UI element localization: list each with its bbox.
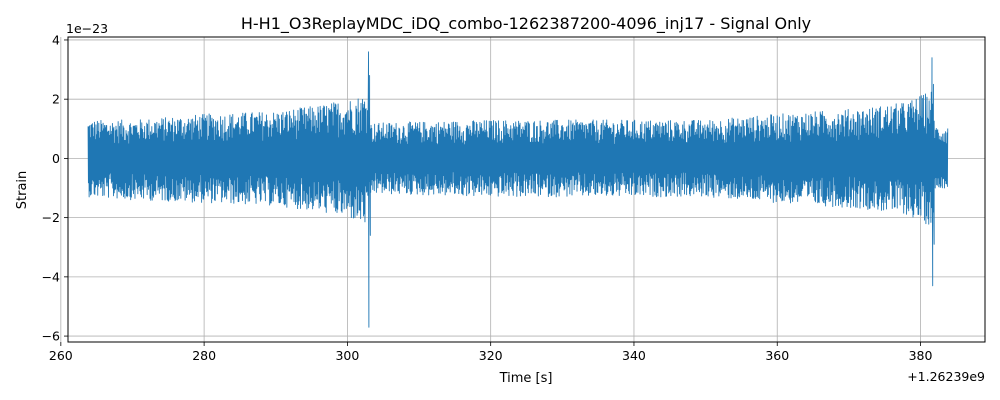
x-tick-label: 360 xyxy=(765,348,789,363)
signal-trace xyxy=(87,51,949,328)
y-tick-label: 0 xyxy=(52,151,60,166)
y-tick-label: −2 xyxy=(42,210,60,225)
x-tick-label: 340 xyxy=(622,348,646,363)
x-offset-label: +1.26239e9 xyxy=(907,369,985,384)
chart-title: H-H1_O3ReplayMDC_iDQ_combo-1262387200-40… xyxy=(241,14,811,34)
x-tick-label: 280 xyxy=(192,348,216,363)
x-tick-label: 260 xyxy=(49,348,73,363)
x-tick-label: 380 xyxy=(909,348,933,363)
x-axis-ticks: 260 280 300 320 340 360 380 xyxy=(49,342,933,363)
y-tick-label: −6 xyxy=(42,329,60,344)
signal-series xyxy=(87,51,949,328)
plot-frame xyxy=(67,36,986,343)
y-tick-label: 2 xyxy=(52,92,60,107)
x-tick-label: 300 xyxy=(335,348,359,363)
y-scale-offset-label: 1e−23 xyxy=(66,21,108,36)
x-axis-label: Time [s] xyxy=(499,371,553,386)
y-axis-label: Strain xyxy=(15,171,30,210)
y-tick-label: 4 xyxy=(52,32,60,47)
y-tick-label: −4 xyxy=(42,269,60,284)
x-tick-label: 320 xyxy=(479,348,503,363)
y-axis-ticks: −6 −4 −2 0 2 4 xyxy=(42,32,68,344)
